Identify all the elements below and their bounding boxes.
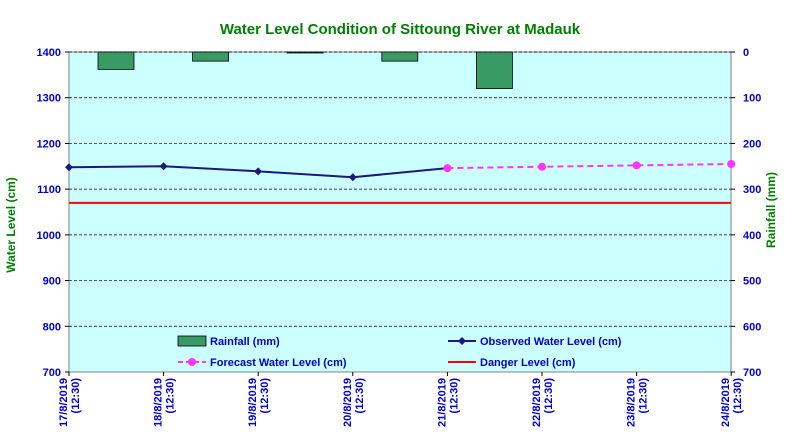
y-right-tick-label: 700 [743, 367, 761, 379]
plot-area [68, 51, 732, 373]
forecast-water-level-point [443, 164, 452, 173]
forecast-water-level-line [447, 163, 732, 170]
legend-label: Forecast Water Level (cm) [210, 357, 347, 369]
rainfall-bar [97, 51, 135, 70]
forecast-water-level-point [538, 162, 546, 171]
legend: Rainfall (mm) Observed Water Level (cm) Fo… [177, 335, 622, 369]
forecast-water-level-point [727, 160, 736, 168]
legend-marker-forecast [188, 358, 196, 366]
rainfall-bar [475, 51, 513, 89]
x-tick-label: 24/8/2019(12:30) [720, 378, 744, 427]
x-tick-label: 21/8/2019(12:30) [436, 378, 460, 427]
observed-water-level-point [65, 163, 73, 172]
y-right-tick-label: 500 [743, 276, 761, 288]
x-tick-label: 19/8/2019(12:30) [247, 378, 271, 427]
y-left-tick-label: 700 [43, 367, 61, 379]
legend-label: Observed Water Level (cm) [480, 336, 622, 348]
rainfall-bar [286, 51, 324, 54]
observed-water-level-point [159, 162, 168, 171]
y-axis-left-label: Water Level (cm) [4, 177, 18, 273]
axes: 7008009001000110012001300140070060050040… [37, 47, 762, 427]
y-left-tick-label: 1300 [37, 93, 61, 105]
x-tick-label: 20/8/2019(12:30) [342, 378, 366, 427]
legend-marker-observed [458, 337, 466, 345]
y-left-tick-label: 1400 [37, 47, 61, 59]
water-level-lines [65, 160, 736, 204]
y-axis-right-label: Rainfall (mm) [764, 172, 778, 248]
legend-swatch-rainfall [177, 335, 207, 347]
x-tick-label: 23/8/2019(12:30) [626, 378, 650, 427]
y-right-tick-label: 300 [743, 184, 761, 196]
forecast-water-level-point [632, 161, 641, 170]
y-right-tick-label: 200 [743, 138, 761, 150]
y-left-tick-label: 800 [43, 321, 61, 333]
legend-label: Danger Level (cm) [480, 357, 576, 369]
y-right-tick-label: 0 [743, 47, 749, 59]
rainfall-bar [192, 51, 230, 62]
y-left-tick-label: 900 [43, 276, 61, 288]
x-tick-label: 17/8/2019(12:30) [58, 378, 82, 427]
y-right-tick-label: 100 [743, 93, 761, 105]
chart-title: Water Level Condition of Sittoung River … [220, 21, 581, 38]
observed-water-level-point [348, 173, 357, 182]
observed-water-level-point [254, 167, 263, 176]
y-right-tick-label: 400 [743, 230, 761, 242]
y-right-tick-label: 600 [743, 321, 761, 333]
gridlines [69, 51, 731, 327]
rainfall-bars [97, 51, 513, 89]
rainfall-bar [381, 51, 419, 62]
y-left-tick-label: 1000 [37, 230, 61, 242]
legend-label: Rainfall (mm) [210, 336, 280, 348]
y-left-tick-label: 1200 [37, 138, 61, 150]
x-tick-label: 18/8/2019(12:30) [153, 378, 177, 427]
x-tick-label: 22/8/2019(12:30) [531, 378, 555, 427]
y-left-tick-label: 1100 [37, 184, 61, 196]
